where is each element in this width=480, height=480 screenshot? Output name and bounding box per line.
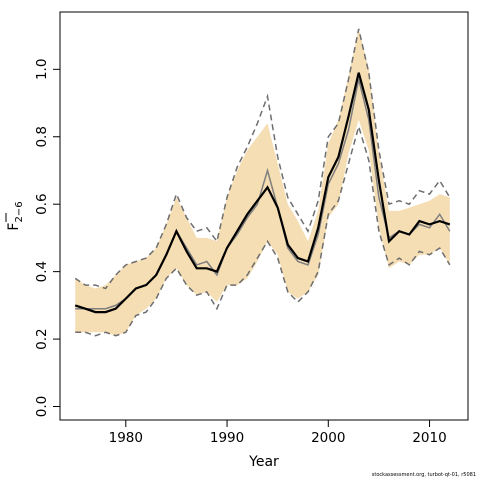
y-tick-label: 0.8 bbox=[34, 126, 50, 147]
svg-text:F2−6: F2−6 bbox=[6, 201, 25, 230]
y-axis-title: F2−6 bbox=[5, 201, 25, 231]
y-tick-label: 1.0 bbox=[34, 59, 50, 80]
y-axis-title-sub: 2−6 bbox=[14, 201, 25, 222]
axes: 1980 1990 2000 2010 0.0 0.2 0.4 0.6 0.8 1.0 bbox=[34, 11, 469, 446]
x-tick-label: 2010 bbox=[412, 430, 446, 446]
plot-area bbox=[74, 28, 451, 337]
x-tick-label: 1980 bbox=[109, 430, 143, 446]
upper-bound-line bbox=[74, 28, 451, 290]
y-tick-label: 0.4 bbox=[34, 261, 50, 282]
credit-text: stockassessment.org, turbot-qt-01, r5081 bbox=[371, 472, 476, 478]
x-tick-label: 2000 bbox=[311, 430, 345, 446]
plot-frame bbox=[59, 11, 469, 421]
y-tick-label: 0.0 bbox=[34, 396, 50, 417]
y-axis-title-main: F bbox=[6, 223, 22, 231]
main-estimate-line bbox=[74, 72, 451, 314]
x-axis-title: Year bbox=[248, 454, 279, 470]
y-tick-label: 0.6 bbox=[34, 193, 50, 214]
x-tick-label: 1990 bbox=[210, 430, 244, 446]
confidence-band bbox=[75, 28, 450, 336]
y-tick-label: 0.2 bbox=[34, 328, 50, 349]
lower-bound-line bbox=[75, 123, 451, 337]
